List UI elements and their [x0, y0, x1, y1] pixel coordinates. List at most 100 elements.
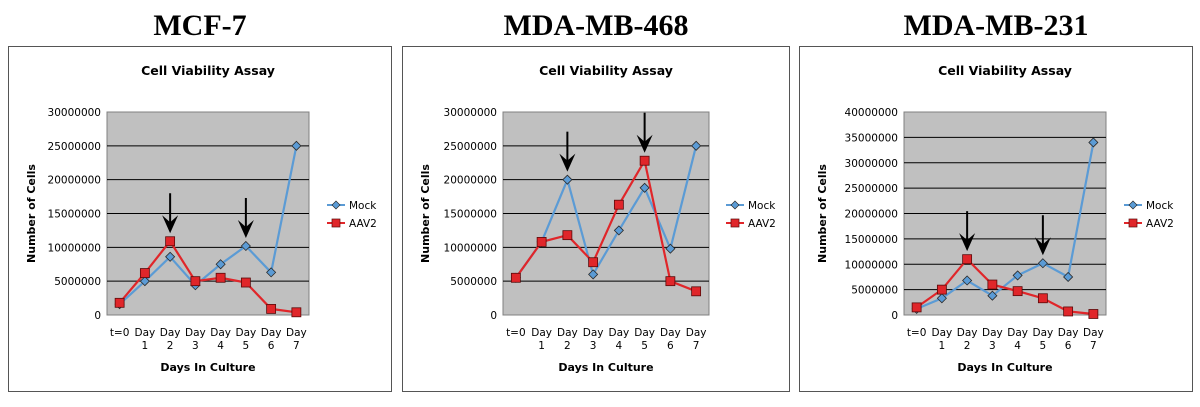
x-tick-label: Day 2: [957, 327, 978, 352]
data-point-aav2: [562, 230, 573, 241]
y-tick-label: 25000000: [444, 141, 497, 153]
legend-marker-aav2: [331, 218, 341, 228]
data-point-aav2: [1012, 286, 1023, 297]
y-tick-label: 15000000: [845, 234, 898, 246]
legend-marker-mock: [730, 200, 740, 210]
x-tick-label: Day 7: [1083, 327, 1104, 352]
y-tick-label: 35000000: [845, 132, 898, 144]
panel-heading: MDA-MB-231: [903, 9, 1089, 42]
data-point-aav2: [190, 276, 201, 287]
data-point-mock: [1012, 270, 1023, 281]
x-tick-label: Day 3: [583, 327, 604, 352]
data-point-mock: [588, 269, 599, 280]
series-line-mock: [916, 142, 1095, 310]
legend-marker-mock: [1128, 200, 1138, 210]
x-tick-label: Day 3: [982, 327, 1003, 352]
data-point-mock: [1088, 137, 1099, 148]
down-arrow-icon: [162, 193, 179, 234]
y-axis-label: Number of Cells: [419, 164, 432, 263]
x-tick-label: Day 6: [660, 327, 681, 352]
x-tick-label: t=0: [110, 327, 130, 339]
legend-marker-mock: [331, 200, 341, 210]
legend-label-mock: Mock: [748, 200, 776, 212]
y-axis-label: Number of Cells: [816, 164, 829, 263]
x-axis-label: Days In Culture: [558, 361, 653, 374]
down-arrow-icon: [237, 197, 254, 238]
x-tick-label: Day 3: [185, 327, 206, 352]
y-tick-label: 0: [891, 310, 898, 322]
x-tick-label: Day 1: [932, 327, 953, 352]
chart-title: Cell Viability Assay: [938, 63, 1072, 78]
data-point-mock: [691, 140, 702, 151]
data-point-aav2: [911, 302, 922, 313]
data-point-aav2: [1063, 306, 1074, 317]
legend-label-aav2: AAV2: [1146, 218, 1174, 230]
data-point-aav2: [1037, 293, 1048, 304]
data-point-aav2: [266, 304, 277, 314]
y-tick-label: 0: [94, 310, 101, 322]
x-tick-label: Day 6: [1058, 327, 1079, 352]
data-point-mock: [639, 182, 650, 193]
data-point-aav2: [536, 237, 547, 247]
chart-mcf7: Cell Viability Assay 0 5000000 10000000 1500…: [25, 63, 377, 374]
x-tick-label: Day 1: [135, 327, 156, 352]
data-point-aav2: [1088, 309, 1099, 319]
legend-label-aav2: AAV2: [748, 218, 776, 230]
x-tick-label: Day 7: [686, 327, 707, 352]
y-tick-label: 15000000: [444, 209, 497, 221]
x-tick-label: Day 4: [210, 327, 231, 352]
data-point-mock: [987, 290, 998, 301]
x-axis-label: Days In Culture: [957, 361, 1052, 374]
x-tick-label: Day 5: [1033, 327, 1054, 352]
y-tick-label: 10000000: [845, 259, 898, 271]
y-tick-label: 5000000: [450, 276, 497, 288]
legend-label-aav2: AAV2: [349, 218, 377, 230]
y-tick-label: 20000000: [845, 209, 898, 221]
x-tick-label: t=0: [506, 327, 526, 339]
x-tick-label: Day 6: [261, 327, 282, 352]
data-point-aav2: [215, 272, 226, 283]
chart-title: Cell Viability Assay: [539, 63, 673, 78]
data-point-aav2: [291, 307, 302, 318]
data-point-aav2: [691, 286, 702, 297]
x-tick-label: Day 7: [286, 327, 307, 352]
down-arrow-icon: [559, 131, 576, 172]
x-tick-label: Day 2: [557, 327, 578, 352]
y-tick-label: 5000000: [851, 285, 898, 297]
down-arrow-icon: [1034, 215, 1051, 256]
data-point-aav2: [613, 199, 624, 210]
y-tick-label: 30000000: [444, 107, 497, 119]
chart-frame: Cell Viability Assay 0 5000000 10000000 1500…: [402, 46, 790, 392]
y-tick-label: 20000000: [444, 175, 497, 187]
y-tick-label: 0: [490, 310, 497, 322]
data-point-mock: [665, 243, 676, 254]
data-point-aav2: [240, 277, 251, 288]
down-arrow-icon: [959, 211, 976, 252]
x-tick-label: Day 5: [236, 327, 257, 352]
data-point-aav2: [665, 276, 676, 287]
x-tick-label: Day 2: [160, 327, 181, 352]
panel-mda-mb-468: MDA-MB-468 Cell Viability Assay 0 5000000 1…: [402, 0, 790, 407]
data-point-aav2: [936, 284, 947, 295]
panel-heading: MCF-7: [153, 9, 247, 42]
data-point-mock: [266, 267, 277, 278]
data-point-mock: [962, 275, 973, 286]
series-line-mock: [515, 145, 698, 279]
legend-marker-aav2: [1128, 218, 1138, 228]
x-tick-label: Day 1: [531, 327, 552, 352]
chart-mda-mb-468: Cell Viability Assay 0 5000000 10000000 1500…: [419, 63, 776, 374]
data-point-aav2: [510, 272, 521, 283]
y-tick-label: 25000000: [48, 141, 101, 153]
x-tick-label: Day 5: [634, 327, 655, 352]
chart-title: Cell Viability Assay: [141, 63, 275, 78]
data-point-aav2: [987, 279, 998, 290]
y-tick-label: 15000000: [48, 209, 101, 221]
data-point-mock: [240, 240, 251, 252]
y-tick-label: 10000000: [48, 242, 101, 254]
down-arrow-icon: [636, 112, 653, 153]
data-point-aav2: [114, 297, 125, 308]
data-point-mock: [613, 225, 624, 236]
data-point-mock: [1037, 258, 1048, 269]
chart-frame: Cell Viability Assay 0 5000000 10000000 1500…: [8, 46, 392, 392]
legend-label-mock: Mock: [1146, 200, 1174, 212]
